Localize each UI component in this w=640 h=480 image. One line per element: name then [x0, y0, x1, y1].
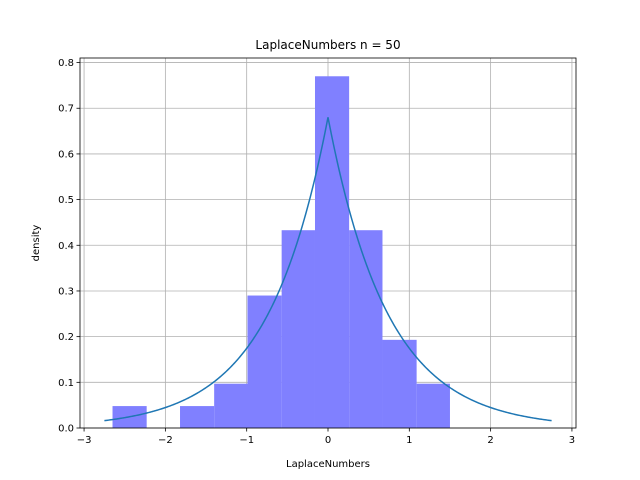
- y-tick-label: 0.4: [58, 241, 74, 252]
- density-curve-layer: [104, 117, 552, 422]
- x-tick-label: 3: [569, 435, 575, 446]
- y-tick-label: 0.2: [58, 332, 74, 343]
- chart-title: LaplaceNumbers n = 50: [255, 38, 400, 52]
- histogram-bar: [349, 230, 383, 428]
- x-axis-label: LaplaceNumbers: [286, 459, 370, 470]
- y-tick-label: 0.0: [58, 424, 74, 435]
- axis-ticks: −3 −2 −1 0 1 2 3 0.0 0.1 0.2 0.3 0.4 0.5 0.6 0.7 0.8: [58, 58, 575, 446]
- histogram-bar: [382, 339, 417, 428]
- histogram-bar: [180, 406, 215, 428]
- y-tick-label: 0.1: [58, 378, 74, 389]
- histogram-bar: [281, 230, 315, 428]
- y-tick-label: 0.8: [58, 58, 74, 69]
- histogram-bar: [314, 76, 350, 428]
- histogram-bar: [214, 383, 248, 428]
- x-tick-label: 1: [406, 435, 412, 446]
- y-tick-label: 0.6: [58, 149, 74, 160]
- y-tick-label: 0.5: [58, 195, 74, 206]
- histogram-bar: [247, 295, 282, 428]
- x-tick-label: 2: [487, 435, 493, 446]
- y-tick-label: 0.3: [58, 286, 74, 297]
- x-tick-label: −1: [239, 435, 254, 446]
- x-tick-label: −2: [158, 435, 173, 446]
- y-axis-label: density: [31, 225, 42, 262]
- y-tick-label: 0.7: [58, 104, 74, 115]
- x-tick-label: 0: [325, 435, 331, 446]
- laplace-density-curve: [104, 117, 552, 422]
- histogram-bars: [112, 76, 450, 428]
- x-tick-label: −3: [77, 435, 92, 446]
- histogram-bar: [416, 383, 450, 428]
